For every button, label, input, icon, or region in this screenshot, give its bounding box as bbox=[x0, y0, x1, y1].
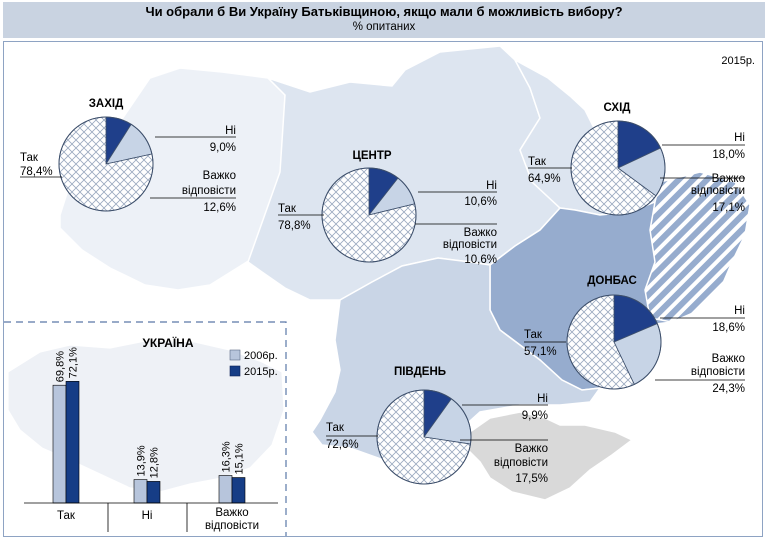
west-no-value: 9,0% bbox=[210, 142, 236, 154]
bar-1-1 bbox=[146, 481, 161, 504]
bar-chart-ukraine: 69,8% 13,9% 16,3% 72,1% 12,8% 15,1% bbox=[52, 347, 246, 504]
donbas-yes-value: 57,1% bbox=[524, 346, 557, 358]
leader-lines bbox=[20, 136, 745, 441]
donbas-no-value: 18,6% bbox=[712, 322, 745, 334]
region-title-donbas: ДОНБАС bbox=[587, 275, 637, 287]
center-no-value: 10,6% bbox=[464, 196, 497, 208]
legend-swatch-2006 bbox=[229, 349, 241, 361]
year-label: 2015р. bbox=[721, 55, 755, 67]
west-yes-value: 78,4% bbox=[20, 166, 53, 178]
west-no-label: Ні bbox=[225, 125, 236, 137]
west-hard-label: Важко bbox=[203, 170, 236, 182]
south-hard-value: 17,5% bbox=[515, 473, 548, 485]
south-hard-label-2: відповісти bbox=[494, 457, 548, 469]
center-no-label: Ні bbox=[486, 180, 497, 192]
region-title-south: ПІВДЕНЬ bbox=[394, 366, 446, 378]
bar-0-1 bbox=[133, 479, 148, 504]
chart-subtitle: % опитаних bbox=[352, 21, 416, 33]
category-label-hard-2: відповісти bbox=[205, 520, 259, 532]
west-yes-label: Так bbox=[20, 152, 39, 164]
chart-title: Чи обрали б Ви Україну Батьківщиною, якщ… bbox=[145, 4, 623, 19]
pie-donbas bbox=[566, 294, 662, 390]
pie-south bbox=[376, 389, 472, 485]
inset-border bbox=[4, 321, 287, 536]
inset-title: УКРАЇНА bbox=[142, 335, 193, 350]
region-title-east: СХІД bbox=[604, 102, 631, 114]
east-no-label: Ні bbox=[734, 132, 745, 144]
south-no-value: 9,9% bbox=[522, 410, 548, 422]
region-crimea bbox=[467, 411, 634, 501]
legend-label-2006: 2006р. bbox=[244, 350, 278, 362]
pie-east bbox=[570, 120, 666, 216]
east-hard-label-2: відповісти bbox=[691, 185, 745, 197]
bar-value-label-0-1: 13,9% bbox=[136, 445, 148, 476]
pie-south-outline bbox=[376, 389, 472, 485]
donbas-occupied-hatch bbox=[644, 171, 751, 323]
donbas-yes-label: Так bbox=[524, 329, 543, 341]
category-label-no: Ні bbox=[142, 510, 153, 522]
donbas-no-label: Ні bbox=[734, 305, 745, 317]
region-title-center: ЦЕНТР bbox=[352, 150, 391, 162]
bar-value-label-1-2: 15,1% bbox=[234, 443, 246, 474]
map-panel bbox=[3, 41, 763, 537]
title-bar: Чи обрали б Ви Україну Батьківщиною, якщ… bbox=[3, 2, 765, 38]
east-no-value: 18,0% bbox=[712, 149, 745, 161]
bar-0-0 bbox=[52, 384, 67, 504]
bar-value-label-1-1: 12,8% bbox=[149, 447, 161, 478]
east-hard-value: 17,1% bbox=[712, 202, 745, 214]
south-hard-label: Важко bbox=[515, 443, 548, 455]
category-label-yes: Так bbox=[57, 510, 76, 522]
west-hard-value: 12,6% bbox=[203, 202, 236, 214]
donbas-hard-value: 24,3% bbox=[712, 383, 745, 395]
center-yes-label: Так bbox=[278, 203, 297, 215]
pie-donbas-outline bbox=[566, 294, 662, 390]
bar-value-label-0-0: 69,8% bbox=[55, 351, 67, 382]
east-yes-label: Так bbox=[528, 156, 547, 168]
bar-0-2 bbox=[218, 475, 233, 504]
west-hard-label-2: відповісти bbox=[182, 185, 236, 197]
east-hard-label: Важко bbox=[712, 173, 745, 185]
center-yes-value: 78,8% bbox=[278, 220, 311, 232]
center-hard-label-2: відповісти bbox=[443, 239, 497, 251]
bar-value-label-0-2: 16,3% bbox=[221, 441, 233, 472]
category-label-hard: Важко bbox=[215, 507, 248, 519]
south-no-label: Ні bbox=[537, 393, 548, 405]
south-yes-label: Так bbox=[326, 422, 345, 434]
inset-ukraine: УКРАЇНА 2006р. 2015р. 69,8% 13,9% 16,3% 72,… bbox=[4, 321, 287, 536]
pie-west bbox=[58, 116, 154, 212]
bar-value-label-1-0: 72,1% bbox=[68, 347, 80, 378]
legend-swatch-2015 bbox=[229, 365, 241, 377]
pie-center bbox=[321, 167, 417, 263]
region-title-west: ЗАХІД bbox=[89, 98, 124, 110]
pie-west-outline bbox=[58, 116, 154, 212]
south-yes-value: 72,6% bbox=[326, 439, 359, 451]
bar-1-2 bbox=[231, 477, 246, 504]
center-hard-value: 10,6% bbox=[464, 254, 497, 266]
legend-label-2015: 2015р. bbox=[244, 366, 278, 378]
east-yes-value: 64,9% bbox=[528, 173, 561, 185]
donbas-hard-label-2: відповісти bbox=[691, 366, 745, 378]
donbas-hard-label: Важко bbox=[712, 353, 745, 365]
bar-1-0 bbox=[65, 381, 80, 504]
center-hard-label: Важко bbox=[464, 227, 497, 239]
